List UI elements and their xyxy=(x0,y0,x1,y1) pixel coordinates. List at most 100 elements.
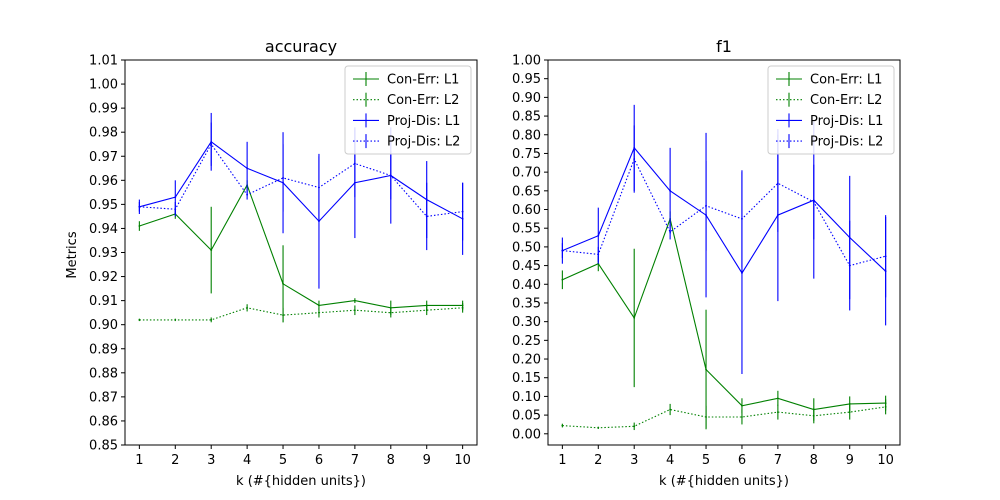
f1-xtick-label: 9 xyxy=(846,453,854,468)
f1-legend-box xyxy=(767,65,895,155)
f1-panel: f1 k (#{hidden units}) 1 2 3 4 5 6 7 8 9 10 0.00 0.… xyxy=(512,37,901,489)
accuracy-legend: Con-Err: L1 Con-Err: L2 Proj-Dis: L1 Proj-D… xyxy=(344,65,472,155)
accuracy-ytick-label: 0.98 xyxy=(89,126,118,141)
accuracy-title: accuracy xyxy=(265,37,337,56)
f1-xtick-label: 7 xyxy=(774,453,782,468)
f1-data-point xyxy=(776,182,779,185)
accuracy-data-point xyxy=(353,309,356,312)
accuracy-ytick-label: 0.88 xyxy=(89,366,118,381)
accuracy-data-point xyxy=(174,318,177,321)
f1-ytick-label: 0.40 xyxy=(512,278,541,293)
accuracy-ytick-label: 0.96 xyxy=(89,174,118,189)
accuracy-data-point xyxy=(210,249,213,251)
f1-data-point xyxy=(597,253,600,256)
f1-xtick-label: 4 xyxy=(666,453,674,468)
f1-xtick-label: 1 xyxy=(558,453,566,468)
f1-data-point xyxy=(705,204,707,207)
accuracy-data-point xyxy=(461,210,464,213)
accuracy-xtick-label: 6 xyxy=(315,453,323,468)
f1-ytick-label: 0.10 xyxy=(512,390,541,405)
f1-ytick-label: 0.45 xyxy=(512,259,541,274)
accuracy-data-point xyxy=(318,220,320,223)
accuracy-series-line xyxy=(139,141,463,223)
accuracy-xtick-label: 7 xyxy=(351,453,359,468)
f1-series-line xyxy=(562,146,886,275)
f1-data-point xyxy=(705,416,707,418)
f1-ytick-label: 0.85 xyxy=(512,110,541,125)
accuracy-ticks: 1 2 3 4 5 6 7 8 9 10 0.85 0.86 0.87 0.88 0.89 0.90 0.91 0… xyxy=(89,54,471,469)
f1-data-point xyxy=(741,416,743,418)
accuracy-data-point xyxy=(210,318,213,321)
f1-xtick-label: 3 xyxy=(630,453,638,468)
accuracy-legend-label: Con-Err: L1 xyxy=(387,73,459,88)
accuracy-ytick-label: 0.92 xyxy=(89,270,118,285)
f1-ytick-label: 0.75 xyxy=(512,147,541,162)
accuracy-data-point xyxy=(353,162,356,165)
accuracy-ytick-label: 0.94 xyxy=(89,222,118,237)
f1-xtick-label: 10 xyxy=(877,453,894,468)
f1-ytick-label: 0.30 xyxy=(512,315,541,330)
accuracy-data-point xyxy=(425,215,428,218)
accuracy-ytick-label: 0.90 xyxy=(89,318,118,333)
f1-data-point xyxy=(848,411,851,414)
accuracy-xtick-label: 10 xyxy=(454,453,471,468)
accuracy-series xyxy=(138,112,464,323)
accuracy-data-point xyxy=(174,208,177,211)
f1-ytick-label: 0.00 xyxy=(512,427,541,442)
f1-data-point xyxy=(741,272,743,274)
accuracy-legend-label: Proj-Dis: L1 xyxy=(387,114,460,129)
accuracy-data-point xyxy=(138,205,141,208)
f1-legend-label: Proj-Dis: L1 xyxy=(810,114,883,129)
accuracy-legend-label: Proj-Dis: L2 xyxy=(387,135,460,150)
f1-data-point xyxy=(597,426,600,429)
accuracy-data-point xyxy=(282,177,284,179)
accuracy-data-point xyxy=(210,143,213,146)
f1-data-point xyxy=(812,201,815,203)
f1-legend-label: Con-Err: L2 xyxy=(810,93,882,108)
f1-xtick-label: 8 xyxy=(810,453,818,468)
accuracy-ytick-label: 0.87 xyxy=(89,390,118,405)
accuracy-series-line xyxy=(139,143,463,217)
f1-series-1 xyxy=(561,399,887,431)
accuracy-panel: accuracy Metrics k (#{hidden units}) 1 2 3… xyxy=(65,37,478,489)
accuracy-ytick-label: 1.01 xyxy=(89,54,118,69)
f1-data-point xyxy=(633,158,636,160)
f1-ytick-label: 0.55 xyxy=(512,222,541,237)
f1-data-point xyxy=(561,424,564,427)
f1-ytick-label: 0.65 xyxy=(512,184,541,199)
f1-ytick-label: 0.60 xyxy=(512,203,541,218)
f1-ytick-label: 0.90 xyxy=(512,91,541,106)
f1-xlabel: k (#{hidden units}) xyxy=(659,474,789,489)
f1-legend-label: Proj-Dis: L2 xyxy=(810,135,883,150)
f1-series-line xyxy=(562,216,886,411)
f1-data-point xyxy=(561,249,564,252)
accuracy-data-point xyxy=(425,309,428,312)
f1-axes-frame xyxy=(547,59,901,446)
accuracy-data-point xyxy=(389,311,392,314)
accuracy-xtick-label: 4 xyxy=(243,453,251,468)
f1-ytick-label: 0.05 xyxy=(512,409,541,424)
accuracy-data-point xyxy=(389,174,392,177)
accuracy-ytick-label: 0.97 xyxy=(89,150,118,165)
accuracy-ytick-label: 0.85 xyxy=(89,439,118,454)
f1-data-point xyxy=(884,405,887,408)
f1-ytick-label: 0.50 xyxy=(512,240,541,255)
f1-data-point xyxy=(848,402,851,405)
accuracy-data-point xyxy=(353,299,356,302)
accuracy-xtick-label: 8 xyxy=(387,453,395,468)
accuracy-series-1 xyxy=(138,303,464,323)
accuracy-data-point xyxy=(461,306,464,309)
accuracy-legend-box xyxy=(344,65,472,155)
f1-data-point xyxy=(669,231,672,233)
accuracy-ytick-label: 0.89 xyxy=(89,342,118,357)
accuracy-data-point xyxy=(318,186,320,189)
f1-ytick-label: 1.00 xyxy=(512,54,541,69)
accuracy-data-point xyxy=(282,282,284,285)
f1-ytick-label: 0.70 xyxy=(512,166,541,181)
accuracy-ytick-label: 1.00 xyxy=(89,78,118,93)
f1-data-point xyxy=(597,234,600,237)
accuracy-ylabel: Metrics xyxy=(65,231,80,278)
f1-series-line xyxy=(562,406,886,429)
f1-ytick-label: 0.95 xyxy=(512,72,541,87)
